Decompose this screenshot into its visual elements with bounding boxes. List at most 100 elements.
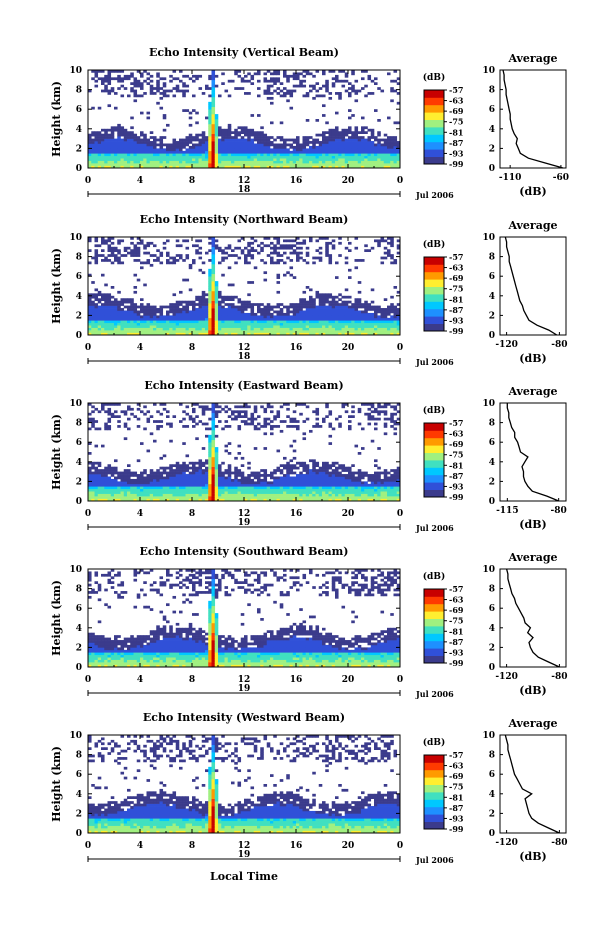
heatmap-cell (380, 312, 385, 316)
heatmap-cell (224, 320, 229, 324)
heatmap-cell (335, 312, 339, 316)
heatmap-cell (166, 422, 170, 426)
heatmap-cell (374, 332, 378, 336)
heatmap-cell (270, 246, 274, 250)
heatmap-cell (266, 488, 271, 492)
heatmap-cell (240, 476, 245, 480)
heatmap-cell (279, 464, 284, 467)
heatmap-cell (338, 163, 342, 166)
heatmap-cell (104, 425, 108, 428)
heatmap-cell (260, 148, 264, 152)
heatmap-cell (198, 133, 203, 137)
heatmap-cell (88, 320, 92, 324)
heatmap-cell (289, 246, 294, 250)
heatmap-cell (214, 471, 219, 475)
heatmap-cell (263, 325, 268, 328)
heatmap-cell (279, 471, 284, 475)
heatmap-cell (260, 498, 264, 502)
heatmap-cell (133, 94, 138, 98)
heatmap-cell (309, 305, 313, 309)
heatmap-cell (214, 163, 219, 166)
heatmap-cell (351, 160, 355, 164)
heatmap-cell (257, 322, 261, 326)
heatmap-cell (182, 300, 186, 304)
heatmap-cell (195, 145, 199, 149)
heatmap-cell (309, 459, 313, 463)
heatmap-cell (201, 136, 206, 139)
heatmap-cell (159, 466, 164, 470)
heatmap-cell (88, 317, 92, 321)
heatmap-cell (208, 290, 212, 294)
heatmap-cell (101, 317, 105, 321)
heatmap-cell (169, 488, 173, 492)
heatmap-cell (136, 481, 141, 485)
heatmap-cell (182, 259, 186, 262)
heatmap-cell (211, 150, 216, 154)
colorbar-swatch (424, 90, 444, 98)
heatmap-cell (214, 303, 219, 306)
heatmap-cell (101, 259, 105, 262)
heatmap-cell (185, 466, 190, 470)
heatmap-cell (175, 481, 180, 485)
heatmap-cell (110, 478, 115, 482)
heatmap-cell (315, 488, 320, 492)
heatmap-cell (130, 498, 134, 502)
heatmap-cell (263, 407, 268, 411)
heatmap-cell (260, 332, 264, 336)
heatmap-cell (315, 317, 320, 321)
heatmap-cell (97, 464, 102, 467)
heatmap-cell (302, 303, 307, 306)
heatmap-cell (387, 153, 391, 157)
heatmap-cell (159, 77, 164, 81)
heatmap-cell (289, 493, 294, 497)
heatmap-cell (387, 163, 391, 166)
heatmap-cell (221, 471, 225, 475)
heatmap-cell (286, 496, 290, 499)
heatmap-cell (214, 160, 219, 164)
heatmap-cell (104, 89, 108, 93)
heatmap-cell (146, 476, 151, 480)
heatmap-cell (127, 150, 131, 154)
heatmap-cell (244, 327, 248, 331)
heatmap-cell (130, 136, 134, 139)
heatmap-cell (88, 308, 92, 311)
heatmap-cell (312, 476, 316, 480)
heatmap-cell (211, 101, 216, 105)
heatmap-cell (331, 327, 336, 331)
heatmap-cell (270, 150, 274, 154)
heatmap-cell (156, 488, 160, 492)
heatmap-cell (322, 491, 326, 494)
heatmap-cell (224, 163, 229, 166)
heatmap-cell (185, 158, 190, 161)
heatmap-cell (286, 491, 290, 494)
heatmap-cell (208, 109, 212, 112)
heatmap-cell (335, 317, 339, 321)
heatmap-cell (335, 92, 339, 95)
heatmap-cell (250, 317, 255, 321)
heatmap-cell (296, 320, 300, 324)
heatmap-cell (107, 498, 112, 502)
heatmap-cell (104, 300, 108, 304)
heatmap-cell (172, 488, 177, 492)
heatmap-cell (286, 461, 290, 465)
heatmap-cell (292, 150, 297, 154)
heatmap-cell (172, 138, 177, 142)
heatmap-cell (240, 249, 245, 252)
heatmap-cell (133, 259, 138, 262)
heatmap-cell (325, 310, 329, 314)
heatmap-cell (370, 128, 375, 132)
heatmap-cell (120, 317, 125, 321)
heatmap-cell (156, 427, 160, 431)
heatmap-cell (205, 308, 209, 311)
heatmap-cell (88, 332, 92, 336)
heatmap-cell (153, 310, 157, 314)
heatmap-cell (273, 483, 277, 487)
heatmap-cell (273, 469, 277, 472)
heatmap-cell (283, 143, 287, 147)
heatmap-cell (244, 422, 248, 426)
heatmap-cell (97, 136, 102, 139)
heatmap-cell (289, 332, 294, 336)
heatmap-cell (253, 143, 258, 147)
heatmap-cell (390, 305, 394, 309)
heatmap-cell (205, 496, 209, 499)
